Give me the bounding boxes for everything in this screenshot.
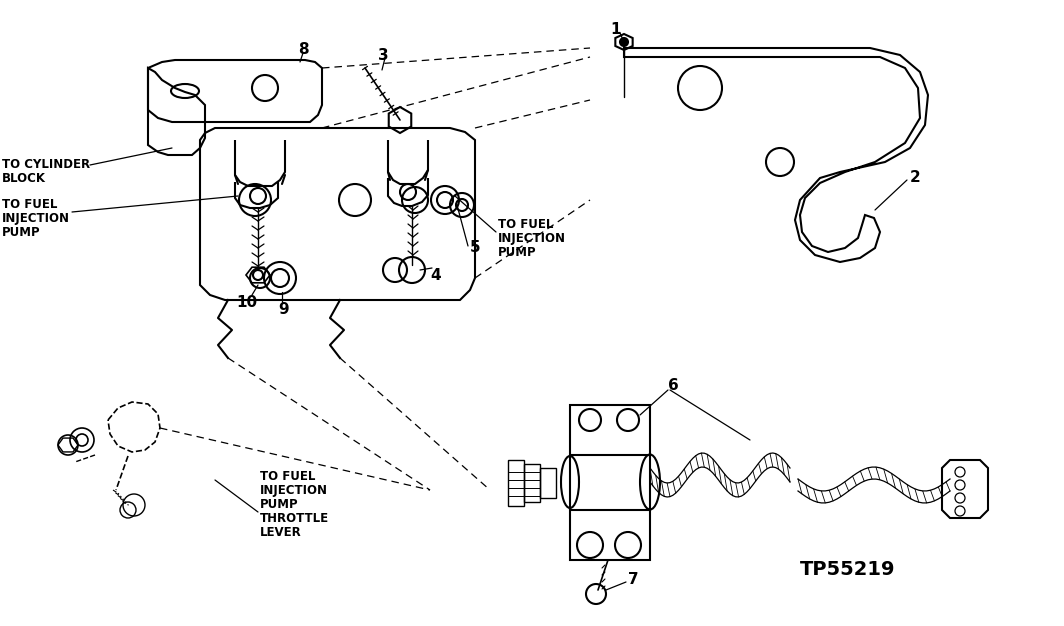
Text: PUMP: PUMP bbox=[260, 498, 299, 511]
Text: TP55219: TP55219 bbox=[800, 560, 896, 579]
Text: 5: 5 bbox=[470, 240, 481, 255]
Text: INJECTION: INJECTION bbox=[260, 484, 328, 497]
Text: 3: 3 bbox=[378, 48, 388, 63]
Text: 8: 8 bbox=[298, 42, 309, 57]
Text: 6: 6 bbox=[668, 378, 679, 393]
Circle shape bbox=[620, 38, 628, 46]
Text: BLOCK: BLOCK bbox=[2, 172, 46, 185]
Ellipse shape bbox=[561, 456, 579, 508]
Text: PUMP: PUMP bbox=[2, 226, 40, 239]
Text: 9: 9 bbox=[278, 302, 288, 317]
Text: 2: 2 bbox=[910, 170, 920, 185]
Text: TO FUEL: TO FUEL bbox=[260, 470, 315, 483]
Text: TO FUEL: TO FUEL bbox=[498, 218, 553, 231]
Text: 7: 7 bbox=[628, 572, 638, 587]
Text: 4: 4 bbox=[430, 268, 440, 283]
Text: INJECTION: INJECTION bbox=[2, 212, 70, 225]
Text: TO CYLINDER: TO CYLINDER bbox=[2, 158, 90, 171]
Text: 10: 10 bbox=[236, 295, 257, 310]
Text: 1: 1 bbox=[610, 22, 620, 37]
Text: LEVER: LEVER bbox=[260, 526, 302, 539]
Text: INJECTION: INJECTION bbox=[498, 232, 566, 245]
Text: PUMP: PUMP bbox=[498, 246, 536, 259]
Text: TO FUEL: TO FUEL bbox=[2, 198, 57, 211]
Text: THROTTLE: THROTTLE bbox=[260, 512, 329, 525]
